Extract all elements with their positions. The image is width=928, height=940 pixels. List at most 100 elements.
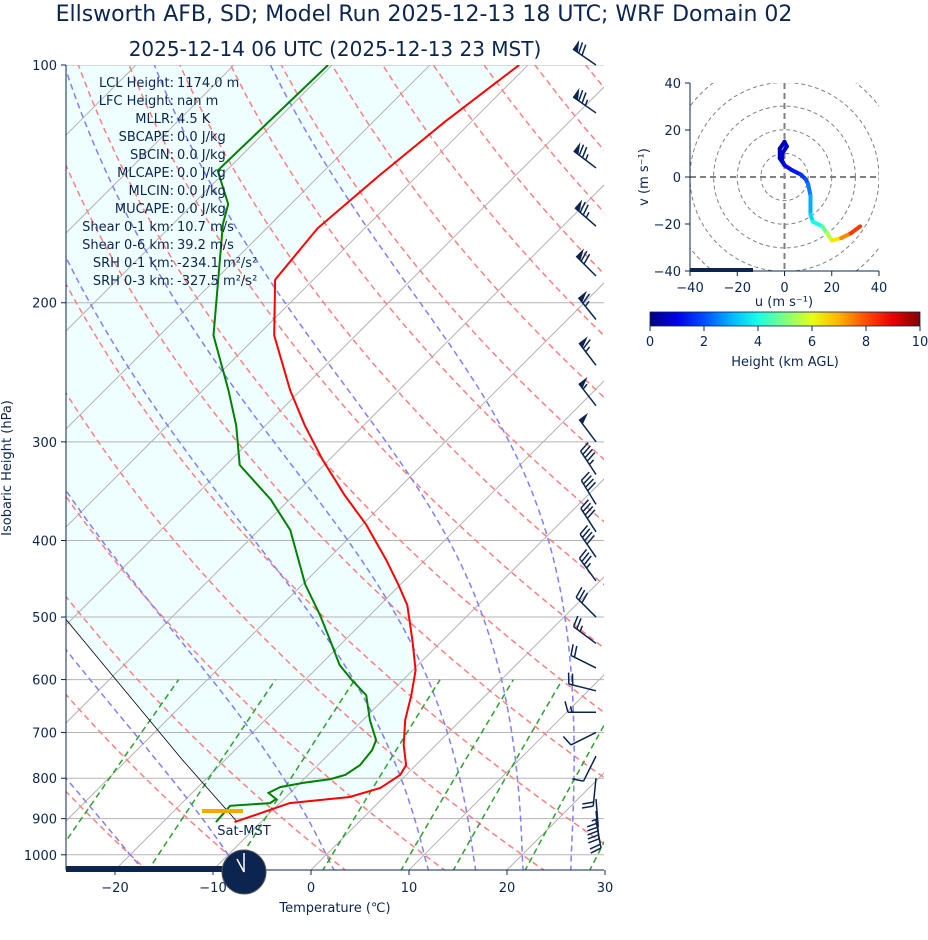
isotherm-line	[701, 65, 928, 872]
stat-label: MUCAPE:	[115, 202, 174, 217]
hodo-x-tick-label: −20	[724, 281, 751, 296]
barb-staff	[576, 597, 596, 617]
dry-adiabat	[332, 65, 928, 872]
time-bar	[66, 866, 224, 872]
isotherm-line	[505, 65, 928, 872]
y-tick-label: 500	[32, 611, 57, 626]
hodo-y-tick-label: 0	[673, 171, 681, 186]
barb-full	[579, 90, 583, 101]
barb-half	[585, 301, 589, 306]
stat-label: Shear 0-1 km:	[82, 220, 174, 235]
stat-value: -327.5 m²/s²	[177, 274, 257, 289]
barb-full	[590, 844, 600, 849]
hodo-y-tick-label: −40	[654, 265, 681, 280]
barb-half	[586, 212, 589, 218]
isotherm-line	[603, 65, 928, 872]
hodo-y-tick-label: 40	[664, 77, 681, 92]
barb-half	[586, 347, 590, 352]
y-tick-label: 300	[32, 436, 57, 451]
hodo-y-label: v (m s⁻¹)	[637, 148, 652, 206]
hodo-y-tick-label: −20	[654, 218, 681, 233]
clock-icon	[222, 850, 266, 894]
barb-full	[588, 831, 599, 835]
y-tick-label: 800	[32, 772, 57, 787]
mixing-ratio-line	[589, 680, 690, 872]
stat-value: 4.5 K	[177, 112, 211, 127]
y-tick-label: 900	[32, 813, 57, 828]
x-tick-label: 10	[401, 881, 418, 896]
y-axis-label: Isobaric Height (hPa)	[0, 400, 15, 536]
wind-barb	[573, 40, 596, 65]
barb-full	[577, 618, 581, 629]
colorbar-label: Height (km AGL)	[731, 355, 839, 370]
stat-label: MLCIN:	[129, 184, 174, 199]
y-tick-label: 600	[32, 674, 57, 689]
dry-adiabat	[738, 65, 928, 872]
wind-barb	[573, 88, 596, 113]
barb-full	[582, 45, 586, 56]
wind-barb	[579, 336, 596, 365]
barb-staff	[583, 756, 596, 781]
barb-half	[589, 460, 593, 465]
colorbar-tick-label: 4	[754, 335, 762, 350]
stat-label: SRH 0-1 km:	[93, 256, 174, 271]
barb-full	[579, 145, 583, 156]
barb-flag	[579, 413, 588, 424]
stat-label: SRH 0-3 km:	[93, 274, 174, 289]
stat-value: 0.0 J/kg	[177, 184, 226, 199]
barb-half	[585, 100, 587, 106]
barb-full	[582, 806, 593, 808]
y-tick-label: 200	[32, 297, 57, 312]
stat-value: 39.2 m/s	[177, 238, 234, 253]
wind-barb	[578, 291, 596, 320]
colorbar-tick-label: 0	[646, 335, 654, 350]
barb-full	[575, 646, 577, 657]
barb-flag	[579, 336, 588, 347]
hodo-x-tick-label: 0	[780, 281, 788, 296]
mixing-ratio-line	[636, 680, 734, 872]
barb-full	[582, 92, 586, 103]
barb-full	[582, 802, 593, 804]
hodo-y-tick-label: 20	[664, 124, 681, 139]
barb-full	[579, 42, 583, 53]
colorbar-tick-label: 10	[912, 335, 928, 350]
wind-barb	[571, 644, 596, 668]
barb-staff	[571, 655, 596, 668]
colorbar-gradient	[650, 312, 920, 326]
barb-full	[563, 736, 571, 744]
stat-label: SBCAPE:	[119, 130, 174, 145]
wind-barb	[563, 732, 596, 745]
stat-value: 1174.0 m	[177, 76, 239, 91]
figure-subtitle: 2025-12-14 06 UTC (2025-12-13 23 MST)	[129, 37, 542, 61]
wind-barb	[574, 142, 596, 168]
barb-flag	[579, 377, 588, 388]
barb-full	[571, 644, 573, 655]
dry-adiabat	[484, 65, 928, 872]
figure-title: Ellsworth AFB, SD; Model Run 2025-12-13 …	[56, 2, 793, 27]
hodo-x-label: u (m s⁻¹)	[755, 295, 813, 310]
x-axis-label: Temperature (℃)	[278, 901, 390, 916]
y-tick-label: 1000	[24, 849, 57, 864]
hodo-time-bar	[690, 268, 753, 272]
colorbar-tick-label: 2	[700, 335, 708, 350]
wind-barbs	[563, 40, 601, 853]
barb-staff	[579, 558, 596, 581]
barb-flag	[574, 142, 581, 154]
hodograph-segment	[851, 226, 860, 233]
barb-half	[586, 154, 588, 160]
barb-staff	[574, 627, 596, 644]
stat-label: Shear 0-6 km:	[82, 238, 174, 253]
hodo-x-tick-label: 20	[823, 281, 840, 296]
dry-adiabat	[535, 65, 928, 872]
x-tick-label: −10	[199, 881, 226, 896]
stat-value: 0.0 J/kg	[177, 202, 226, 217]
y-tick-label: 400	[32, 534, 57, 549]
stat-label: MLCAPE:	[117, 166, 174, 181]
sat-mst-label: Sat-MST	[217, 824, 270, 839]
barb-full	[582, 147, 586, 158]
barb-full	[565, 701, 568, 712]
x-tick-label: −20	[101, 881, 128, 896]
